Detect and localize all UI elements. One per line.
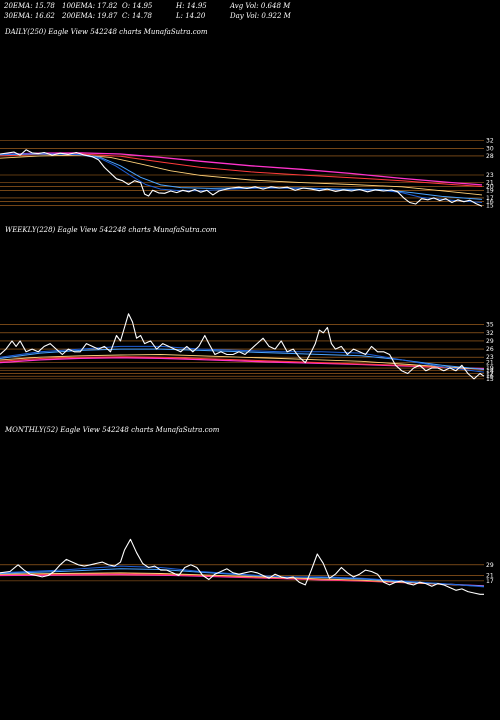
high-readout: H: 14.95 (176, 2, 207, 10)
y-tick-label: 29 (486, 338, 494, 345)
ema30-readout: 30EMA: 16.62 (4, 12, 55, 20)
weekly-panel-title: WEEKLY(228) Eagle View 542248 charts Mun… (5, 226, 217, 234)
y-tick-label: 16 (486, 373, 494, 380)
y-tick-label: 32 (486, 330, 494, 337)
y-tick-label: 35 (486, 322, 494, 329)
y-tick-label: 17 (486, 195, 494, 202)
y-tick-label: 23 (486, 172, 494, 179)
ema20-readout: 20EMA: 15.78 (4, 2, 55, 10)
y-tick-label: 21 (486, 360, 494, 367)
open-readout: O: 14.95 (122, 2, 153, 10)
avg-volume-readout: Avg Vol: 0.648 M (230, 2, 291, 10)
y-tick-label: 20 (486, 183, 494, 190)
y-tick-label: 23 (486, 354, 494, 361)
y-tick-label: 18 (486, 368, 494, 375)
ema20-line (0, 153, 483, 203)
y-tick-label: 28 (486, 153, 494, 160)
price-line (0, 538, 484, 595)
daily-panel-title: DAILY(250) Eagle View 542248 charts Muna… (5, 28, 208, 36)
y-tick-label: 32 (486, 138, 494, 145)
indicator-header: 20EMA: 15.78 100EMA: 17.82 O: 14.95 H: 1… (4, 2, 304, 22)
y-tick-label: 15 (486, 203, 494, 210)
y-tick-label: 29 (486, 562, 494, 569)
ema200-line (0, 152, 483, 186)
close-readout: C: 14.78 (122, 12, 152, 20)
y-tick-label: 16 (486, 199, 494, 206)
price-line (0, 313, 485, 380)
y-tick-label: 30 (486, 145, 494, 152)
ema200-readout: 200EMA: 19.87 (62, 12, 118, 20)
ema100-line (0, 354, 485, 370)
y-tick-label: 21 (486, 180, 494, 187)
low-readout: L: 14.20 (176, 12, 206, 20)
ema20-line (0, 565, 485, 588)
ema-red-line (0, 356, 485, 370)
y-tick-label: 26 (486, 346, 494, 353)
ema20-line (0, 345, 485, 373)
ema100-readout: 100EMA: 17.82 (62, 2, 118, 10)
y-tick-label: 17 (486, 370, 494, 377)
y-tick-label: 19 (486, 365, 494, 372)
price-line (0, 149, 483, 207)
monthly-panel-title: MONTHLY(52) Eagle View 542248 charts Mun… (5, 426, 220, 434)
ema200-line (0, 357, 485, 370)
y-tick-label: 17 (486, 578, 494, 585)
y-tick-label: 15 (486, 376, 494, 383)
day-volume-readout: Day Vol: 0.922 M (230, 12, 291, 20)
ema-red-line (0, 153, 483, 187)
ema100-line (0, 572, 485, 587)
y-tick-label: 19 (486, 187, 494, 194)
ema30-line (0, 153, 483, 200)
y-tick-label: 21 (486, 573, 494, 580)
